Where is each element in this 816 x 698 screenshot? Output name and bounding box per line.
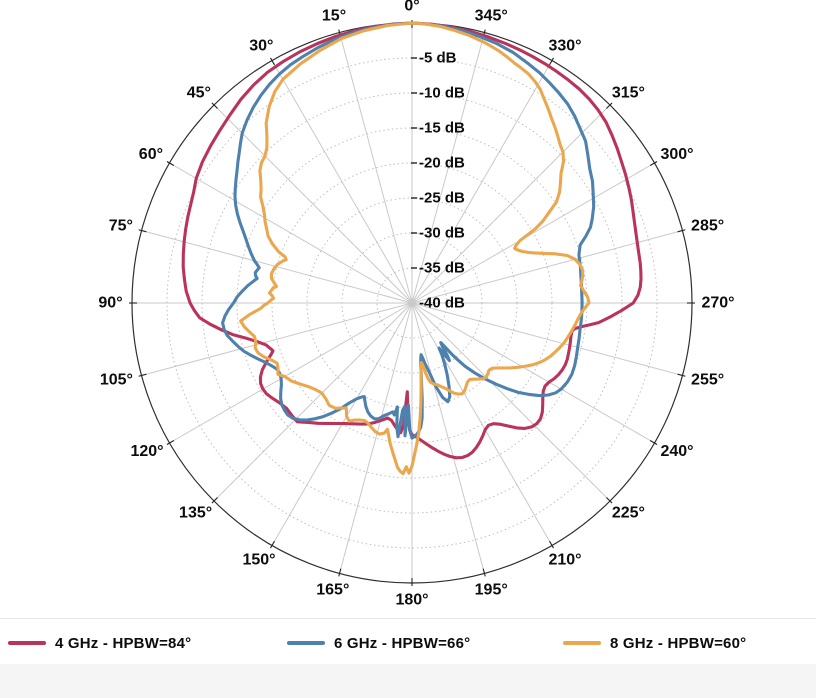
grid-ring <box>306 197 518 409</box>
angle-tick <box>606 497 613 504</box>
angle-label: 105° <box>100 371 133 388</box>
polar-chart-svg: 0° 15° 30° 45° 60° 75° 90° 105° 120° 135° 150° 165°… <box>98 0 734 609</box>
angle-tick <box>166 440 175 445</box>
db-tick-label: -30 dB <box>419 225 465 242</box>
grid-spoke <box>339 32 413 304</box>
db-tick-label: -35 dB <box>419 260 465 277</box>
angle-label: 90° <box>98 295 122 312</box>
angle-tick <box>649 440 658 445</box>
grid-spoke <box>411 60 553 304</box>
angle-tick <box>549 540 554 549</box>
angle-label: 300° <box>660 146 693 163</box>
angle-label: 240° <box>660 443 693 460</box>
angle-label: 285° <box>691 218 724 235</box>
grid-spoke <box>411 104 611 304</box>
angle-tick <box>549 57 554 66</box>
angle-tick <box>482 568 486 577</box>
polar-chart: 0° 15° 30° 45° 60° 75° 90° 105° 120° 135° 150° 165°… <box>98 0 734 609</box>
angle-label: 75° <box>109 218 133 235</box>
legend-swatch-6ghz <box>287 641 325 645</box>
legend-swatch-8ghz <box>563 641 601 645</box>
legend-swatch-4ghz <box>8 641 46 645</box>
angle-tick <box>677 373 686 377</box>
angle-tick <box>270 57 275 66</box>
legend-label-6ghz: 6 GHz - HPBW=66° <box>334 634 471 652</box>
divider-line <box>0 618 816 619</box>
db-tick-label: -15 dB <box>419 120 465 137</box>
angle-label: 225° <box>612 505 645 522</box>
angle-label: 30° <box>249 37 273 54</box>
db-tick-label: -25 dB <box>419 190 465 207</box>
angle-label: 0° <box>404 0 419 15</box>
angle-tick <box>138 229 147 233</box>
grid-ring <box>271 162 553 444</box>
legend-item-4ghz: 4 GHz - HPBW=84° <box>8 631 191 655</box>
angle-label: 180° <box>395 592 428 609</box>
legend-label-8ghz: 8 GHz - HPBW=60° <box>610 634 747 652</box>
angle-label: 165° <box>316 581 349 598</box>
db-tick-label: -20 dB <box>419 155 465 172</box>
grid-ring <box>166 57 658 549</box>
angle-label: 135° <box>179 505 212 522</box>
grid-spoke <box>213 302 413 502</box>
angle-tick <box>211 102 218 109</box>
angle-tick <box>649 161 658 166</box>
angle-tick <box>606 102 613 109</box>
angle-label: 255° <box>691 371 724 388</box>
angle-label: 45° <box>187 85 211 102</box>
angle-tick <box>270 540 275 549</box>
grid-ring <box>341 232 483 374</box>
angle-tick <box>166 161 175 166</box>
db-tick-label: -40 dB <box>419 295 465 312</box>
legend: 4 GHz - HPBW=84° 6 GHz - HPBW=66° 8 GHz … <box>0 631 816 655</box>
angle-label: 345° <box>475 8 508 25</box>
legend-label-4ghz: 4 GHz - HPBW=84° <box>55 634 192 652</box>
angle-tick <box>211 497 218 504</box>
series-line-4ghz <box>181 21 643 460</box>
grid-spoke <box>411 32 485 304</box>
angle-label: 60° <box>139 146 163 163</box>
grid-spoke <box>411 162 655 304</box>
db-tick-label: -10 dB <box>419 85 465 102</box>
angle-label: 120° <box>130 443 163 460</box>
angle-label: 150° <box>242 552 275 569</box>
grid-spoke <box>141 302 413 376</box>
grid-spoke <box>411 302 485 574</box>
angle-label: 270° <box>701 295 734 312</box>
footer-strip <box>0 664 816 698</box>
angle-label: 15° <box>322 8 346 25</box>
angle-tick <box>677 229 686 233</box>
angle-tick <box>138 373 147 377</box>
grid-spoke <box>411 302 611 502</box>
db-tick-label: -5 dB <box>419 50 457 67</box>
angle-label: 195° <box>475 581 508 598</box>
legend-item-6ghz: 6 GHz - HPBW=66° <box>287 631 470 655</box>
series-line-8ghz <box>239 21 591 476</box>
angle-label: 210° <box>548 552 581 569</box>
grid-spoke <box>411 302 683 376</box>
series-line-6ghz <box>221 21 596 440</box>
angle-label: 315° <box>612 85 645 102</box>
angle-label: 330° <box>548 37 581 54</box>
grid-spoke <box>213 104 413 304</box>
legend-item-8ghz: 8 GHz - HPBW=60° <box>563 631 746 655</box>
grid-spoke <box>339 302 413 574</box>
angle-tick <box>338 568 342 577</box>
